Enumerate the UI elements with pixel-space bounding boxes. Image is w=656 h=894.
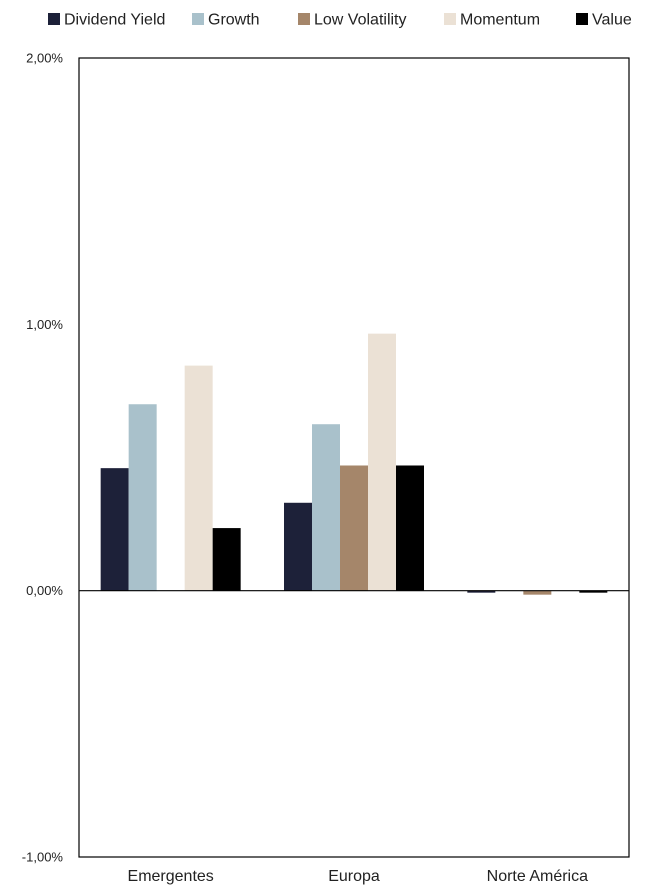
legend: Dividend Yield Growth Low Volatility Moment… (48, 12, 632, 29)
x-category-label: Emergentes (128, 868, 214, 885)
bar-growth-emergentes (128, 404, 157, 591)
legend-swatch (298, 13, 310, 25)
bar-dividend-yield-norte-américa (467, 590, 496, 593)
y-axis: 2,00% 1,00% 0,00% -1,00% (22, 51, 64, 865)
x-axis: Emergentes Europa Norte América (128, 868, 589, 885)
y-tick-label: 0,00% (26, 583, 63, 598)
x-category-label: Norte América (487, 868, 588, 885)
legend-item: Low Volatility (298, 12, 407, 29)
bar-momentum-emergentes (184, 365, 213, 591)
x-category-label: Europa (328, 868, 380, 885)
plot-area: 2,00% 1,00% 0,00% -1,00% Emergentes Europa No… (22, 51, 630, 885)
legend-label: Growth (208, 12, 260, 29)
legend-label: Low Volatility (314, 12, 407, 29)
legend-item: Dividend Yield (48, 12, 165, 29)
bar-growth-europa (312, 424, 340, 591)
bar-value-europa (396, 465, 424, 591)
legend-swatch (576, 13, 588, 25)
legend-label: Momentum (460, 12, 540, 29)
bar-value-norte-américa (579, 590, 608, 593)
legend-label: Dividend Yield (64, 12, 165, 29)
legend-item: Growth (192, 12, 260, 29)
y-tick-label: 1,00% (26, 317, 63, 332)
y-tick-label: -1,00% (22, 850, 64, 865)
legend-swatch (48, 13, 60, 25)
bars (100, 333, 608, 595)
y-tick-label: 2,00% (26, 51, 63, 66)
plot-frame (78, 57, 630, 858)
bar-value-emergentes (212, 528, 241, 591)
bar-low-volatility-europa (340, 465, 368, 591)
legend-swatch (444, 13, 456, 25)
bar-low-volatility-norte-américa (523, 590, 552, 595)
legend-label: Value (592, 12, 632, 29)
legend-swatch (192, 13, 204, 25)
bar-dividend-yield-europa (284, 502, 312, 591)
bar-momentum-europa (368, 333, 396, 591)
bar-dividend-yield-emergentes (100, 468, 129, 591)
legend-item: Momentum (444, 12, 540, 29)
legend-item: Value (576, 12, 632, 29)
